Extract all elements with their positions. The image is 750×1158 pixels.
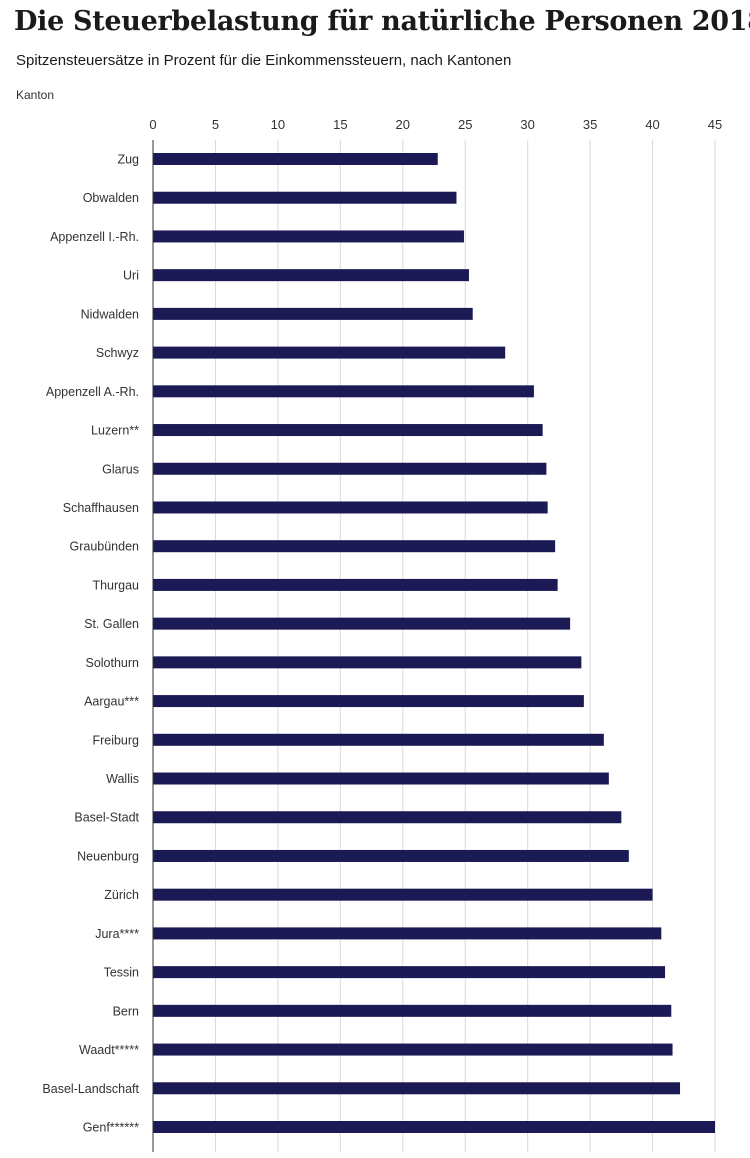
category-label: Wallis — [106, 772, 139, 786]
bar — [153, 578, 558, 591]
category-label: Genf****** — [83, 1121, 139, 1135]
bar — [153, 1043, 673, 1056]
category-label: St. Gallen — [84, 617, 139, 631]
bar — [153, 966, 666, 979]
bar — [153, 269, 469, 282]
bar — [153, 849, 629, 862]
bars — [153, 153, 715, 1133]
category-label: Uri — [123, 269, 139, 283]
bar — [153, 385, 534, 398]
x-tick-label: 30 — [520, 117, 534, 132]
gridlines — [214, 140, 716, 1152]
category-label: Thurgau — [92, 578, 139, 592]
bar — [153, 501, 548, 514]
bar — [153, 307, 473, 320]
bar — [153, 811, 622, 824]
bar — [153, 888, 653, 901]
bar — [153, 424, 543, 437]
x-tick-label: 45 — [708, 117, 722, 132]
category-label: Basel-Stadt — [74, 811, 139, 825]
category-label: Luzern** — [91, 424, 139, 438]
chart-subtitle: Spitzensteuersätze in Prozent für die Ei… — [16, 52, 512, 69]
x-tick-label: 15 — [333, 117, 347, 132]
category-label: Freiburg — [92, 733, 139, 747]
category-label: Appenzell I.-Rh. — [50, 230, 139, 244]
x-tick-label: 5 — [212, 117, 219, 132]
category-label: Schaffhausen — [63, 501, 139, 515]
category-label: Glarus — [102, 462, 139, 476]
bar — [153, 230, 464, 243]
bar — [153, 695, 584, 708]
x-tick-label: 25 — [458, 117, 472, 132]
category-label: Basel-Landschaft — [42, 1082, 139, 1096]
category-label: Appenzell A.-Rh. — [46, 385, 139, 399]
category-label: Neuenburg — [77, 849, 139, 863]
category-label: Solothurn — [85, 656, 139, 670]
bar — [153, 462, 547, 475]
x-tick-label: 35 — [583, 117, 597, 132]
category-label: Bern — [113, 1004, 139, 1018]
x-tick-label: 20 — [396, 117, 410, 132]
bar — [153, 656, 582, 669]
bar — [153, 346, 506, 359]
bar — [153, 927, 662, 940]
bar — [153, 733, 604, 746]
bar — [153, 191, 457, 204]
x-tick-label: 10 — [271, 117, 285, 132]
x-axis-ticks: 0 5 10 15 20 25 30 35 40 45 — [149, 117, 722, 132]
x-tick-label: 0 — [149, 117, 156, 132]
bar — [153, 1121, 715, 1133]
category-label: Jura**** — [95, 927, 139, 941]
bar — [153, 617, 571, 630]
category-label: Obwalden — [83, 191, 139, 205]
category-label: Zug — [117, 153, 139, 167]
category-label: Schwyz — [96, 346, 139, 360]
category-label: Nidwalden — [81, 307, 139, 321]
bar — [153, 1082, 681, 1095]
y-axis-label: Kanton — [16, 88, 55, 102]
category-label: Tessin — [104, 966, 139, 980]
category-label: Zürich — [104, 888, 139, 902]
category-label: Aargau*** — [84, 695, 139, 709]
bar — [153, 540, 556, 553]
x-tick-label: 40 — [645, 117, 659, 132]
bar — [153, 772, 609, 785]
bar — [153, 1004, 672, 1017]
category-label: Graubünden — [69, 540, 139, 554]
bar — [153, 153, 438, 165]
category-labels: Zug Obwalden Appenzell I.-Rh. Uri Nidwalden S… — [42, 153, 139, 1135]
category-label: Waadt***** — [79, 1043, 139, 1057]
chart-title: Die Steuerbelastung für natürliche Perso… — [14, 6, 750, 37]
